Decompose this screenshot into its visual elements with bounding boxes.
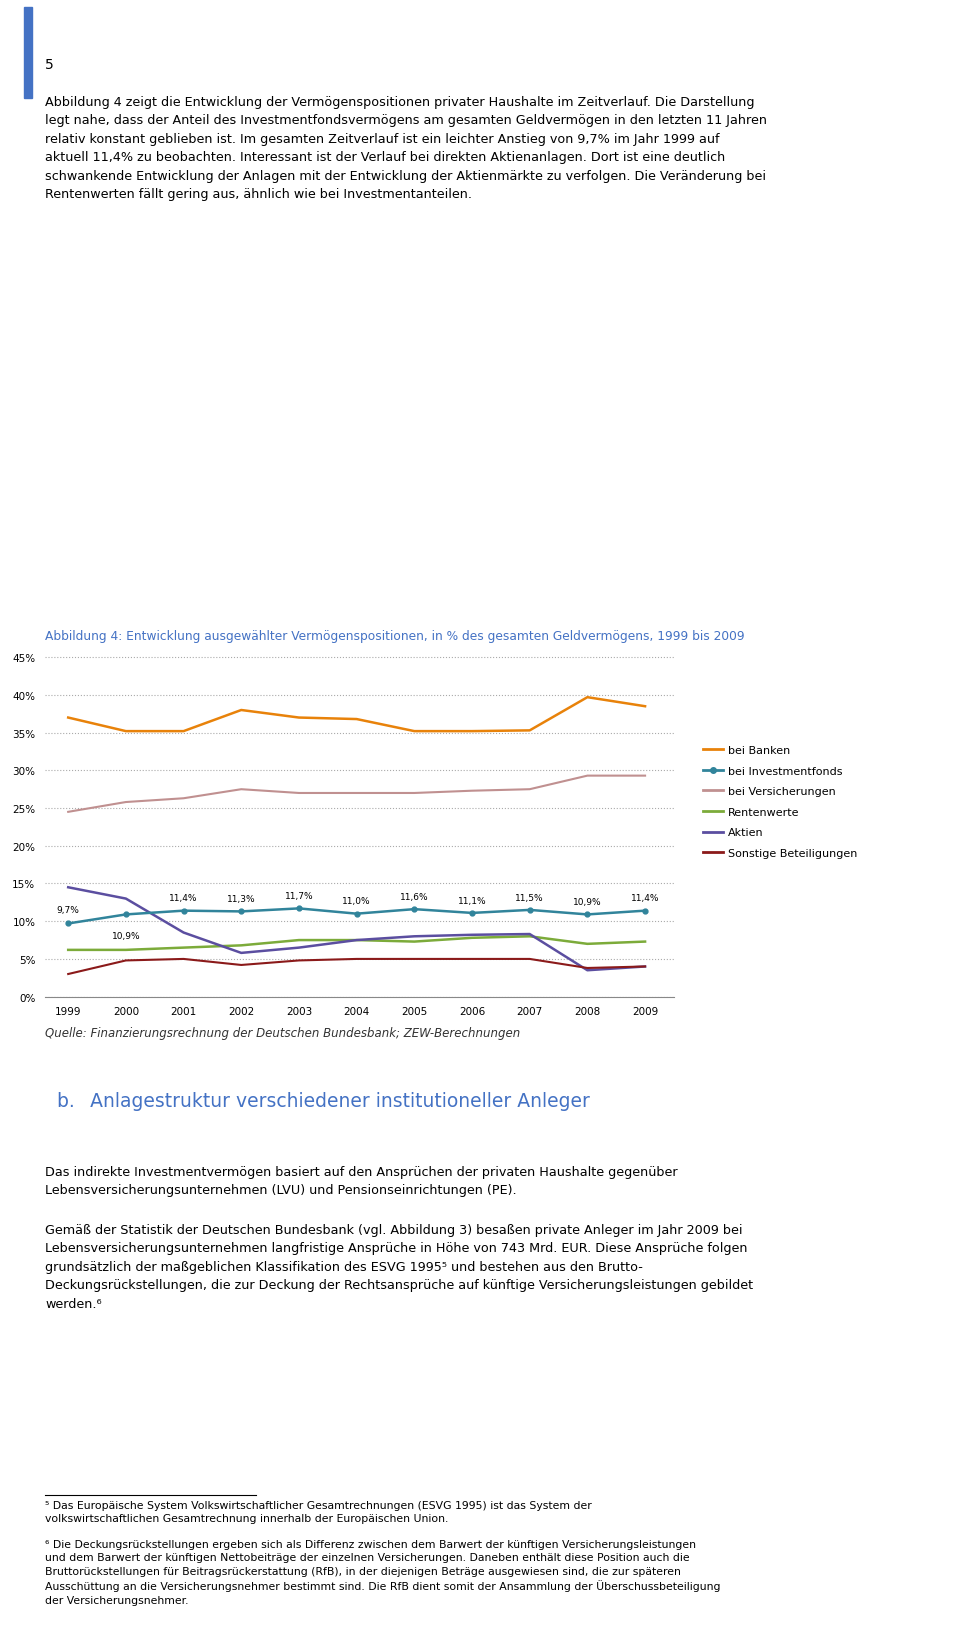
Text: 11,4%: 11,4% bbox=[169, 893, 198, 903]
Text: 11,0%: 11,0% bbox=[343, 897, 371, 906]
Text: Quelle: Finanzierungsrechnung der Deutschen Bundesbank; ZEW-Berechnungen: Quelle: Finanzierungsrechnung der Deutsc… bbox=[45, 1027, 520, 1040]
Text: Abbildung 4: Entwicklung ausgewählter Vermögenspositionen, in % des gesamten Gel: Abbildung 4: Entwicklung ausgewählter Ve… bbox=[45, 630, 745, 643]
Text: 11,6%: 11,6% bbox=[400, 892, 428, 901]
Text: 10,9%: 10,9% bbox=[573, 898, 602, 906]
Text: 11,5%: 11,5% bbox=[516, 893, 544, 901]
Text: Gemäß der Statistik der Deutschen Bundesbank (vgl. Abbildung 3) besaßen private : Gemäß der Statistik der Deutschen Bundes… bbox=[45, 1223, 754, 1310]
Text: 5: 5 bbox=[45, 58, 54, 71]
Text: Das indirekte Investmentvermögen basiert auf den Ansprüchen der privaten Haushal: Das indirekte Investmentvermögen basiert… bbox=[45, 1165, 678, 1196]
Text: 11,3%: 11,3% bbox=[227, 895, 255, 903]
Text: ⁵ Das Europäische System Volkswirtschaftlicher Gesamtrechnungen (ESVG 1995) ist : ⁵ Das Europäische System Volkswirtschaft… bbox=[45, 1500, 592, 1523]
Text: ⁶ Die Deckungsrückstellungen ergeben sich als Differenz zwischen dem Barwert der: ⁶ Die Deckungsrückstellungen ergeben sic… bbox=[45, 1539, 721, 1605]
Text: 9,7%: 9,7% bbox=[57, 905, 80, 915]
Text: 11,7%: 11,7% bbox=[284, 892, 313, 900]
Text: 11,1%: 11,1% bbox=[458, 897, 487, 905]
Legend: bei Banken, bei Investmentfonds, bei Versicherungen, Rentenwerte, Aktien, Sonsti: bei Banken, bei Investmentfonds, bei Ver… bbox=[698, 742, 862, 864]
Text: 11,4%: 11,4% bbox=[631, 893, 660, 903]
Text: b.  Anlagestruktur verschiedener institutioneller Anleger: b. Anlagestruktur verschiedener institut… bbox=[57, 1091, 589, 1111]
Text: 10,9%: 10,9% bbox=[111, 931, 140, 941]
Text: Abbildung 4 zeigt die Entwicklung der Vermögenspositionen privater Haushalte im : Abbildung 4 zeigt die Entwicklung der Ve… bbox=[45, 96, 767, 201]
